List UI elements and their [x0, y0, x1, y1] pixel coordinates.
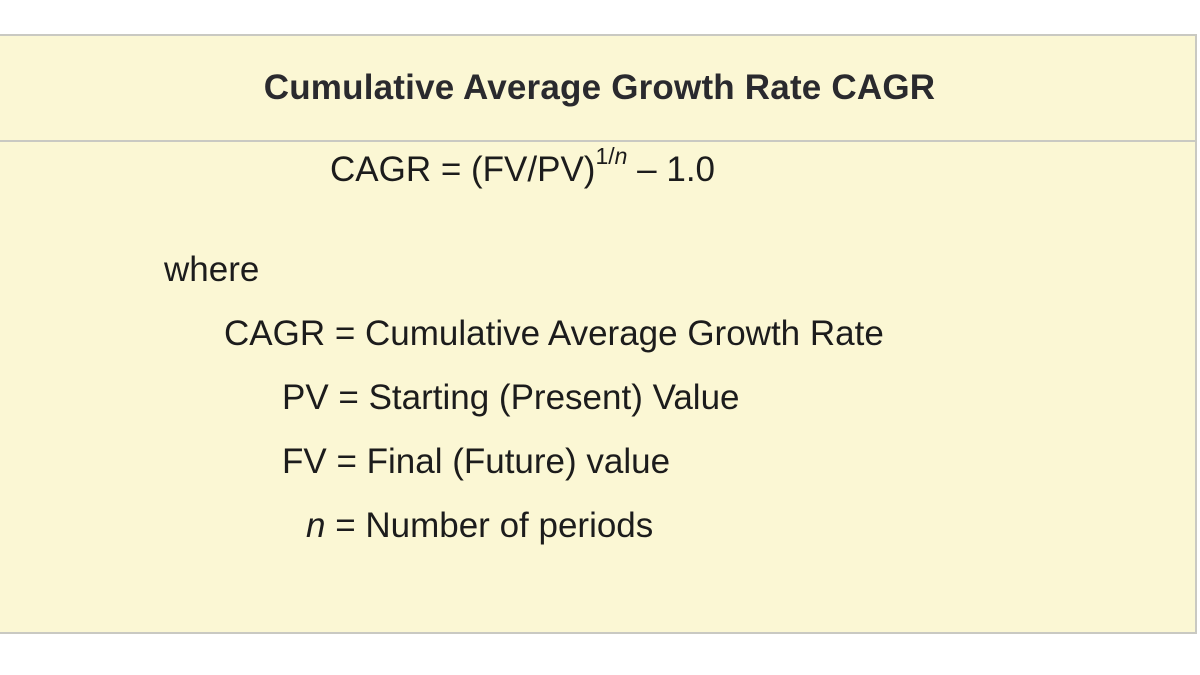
definition-n: n = Number of periods [306, 506, 653, 546]
cagr-formula: CAGR = (FV/PV)1/n – 1.0 [330, 145, 716, 190]
definition-text: = Final (Future) value [326, 442, 671, 481]
definition-cagr: CAGR = Cumulative Average Growth Rate [224, 314, 884, 354]
definition-term: PV [282, 378, 329, 417]
formula-exponent-var: n [614, 143, 628, 170]
formula-card: Cumulative Average Growth Rate CAGR CAGR… [0, 34, 1197, 634]
definition-text: = Starting (Present) Value [328, 378, 740, 417]
formula-lhs: CAGR = (FV/PV) [330, 150, 596, 189]
definition-fv: FV = Final (Future) value [282, 442, 670, 482]
card-title: Cumulative Average Growth Rate CAGR [263, 68, 936, 107]
definition-pv: PV = Starting (Present) Value [282, 378, 740, 418]
definition-term: CAGR [224, 314, 326, 353]
definition-text: = Cumulative Average Growth Rate [325, 314, 884, 353]
formula-exponent: 1/n [595, 143, 627, 169]
definition-term: n [306, 506, 326, 545]
definition-text: = Number of periods [325, 506, 654, 545]
formula-rhs: – 1.0 [627, 150, 716, 189]
card-header: Cumulative Average Growth Rate CAGR [0, 36, 1195, 142]
definition-term: FV [282, 442, 327, 481]
where-label: where [164, 250, 260, 289]
formula-exponent-prefix: 1/ [595, 143, 615, 170]
